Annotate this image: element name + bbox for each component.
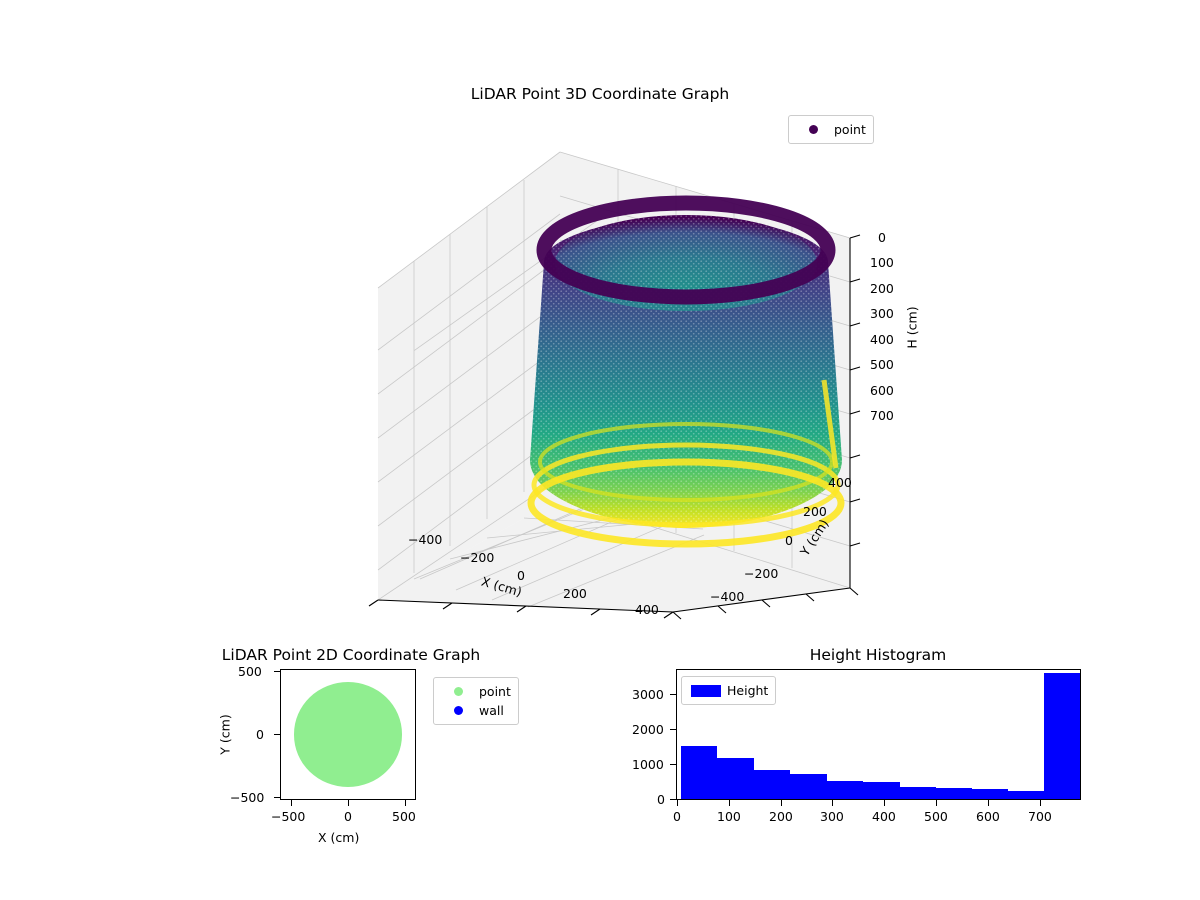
- histogram-ytickmark-3: [670, 694, 676, 695]
- histogram-bar: [681, 745, 718, 799]
- plot-2d-yaxis-label: Y (cm): [217, 714, 233, 755]
- plot-3d-ytick-2: 0: [785, 533, 793, 548]
- histogram-xtickmark-4: [884, 800, 885, 806]
- point-cloud-3d: [527, 195, 845, 548]
- histogram-ytickmark-1: [670, 764, 676, 765]
- histogram-bar: [1044, 672, 1080, 799]
- plot-2d-axes[interactable]: [280, 669, 416, 800]
- tickmarks-3d: [368, 234, 861, 620]
- plot-2d-ytickmark-1: [274, 734, 280, 735]
- circle-icon: [441, 687, 475, 696]
- histogram-xtickmark-1: [729, 800, 730, 806]
- legend-item-point[interactable]: point: [441, 682, 511, 701]
- legend-label: point: [834, 122, 866, 137]
- histogram-xtick-5: 500: [924, 809, 948, 824]
- plot-3d-ytick-1: −200: [744, 566, 779, 581]
- plot-2d-ytick-0: 500: [238, 664, 262, 679]
- plot-2d-ytickmark-2: [274, 797, 280, 798]
- legend-label: Height: [727, 683, 769, 698]
- plot-2d-xtickmark-0: [291, 800, 292, 806]
- plot-2d-xtickmark-2: [405, 800, 406, 806]
- legend-label: wall: [479, 703, 504, 718]
- plot-3d-xtick-0: −400: [408, 532, 443, 547]
- histogram-ytick-0: 0: [657, 792, 665, 807]
- plot-2d-ytick-2: −500: [230, 790, 265, 805]
- histogram-xtick-0: 0: [673, 809, 681, 824]
- histogram-xtickmark-2: [781, 800, 782, 806]
- histogram-legend[interactable]: Height: [681, 676, 777, 705]
- histogram-xtick-3: 300: [820, 809, 844, 824]
- histogram-xtick-1: 100: [717, 809, 741, 824]
- plot-3d-ytick-0: −400: [710, 589, 745, 604]
- histogram-xtick-6: 600: [976, 809, 1000, 824]
- histogram-bar: [1008, 790, 1045, 799]
- histogram-ytick-2: 2000: [632, 722, 664, 737]
- plot-3d-ztick-7: 700: [870, 408, 894, 423]
- histogram-ytick-3: 3000: [632, 687, 664, 702]
- plot-3d-zaxis-label: H (cm): [904, 306, 920, 349]
- circle-icon: [796, 125, 830, 134]
- histogram-bar: [754, 770, 791, 799]
- plot-3d-ztick-6: 600: [870, 383, 894, 398]
- bar-swatch-icon: [689, 684, 723, 697]
- histogram-bar: [717, 758, 755, 799]
- plot-2d-title: LiDAR Point 2D Coordinate Graph: [221, 646, 481, 664]
- plot-3d-ztick-0: 0: [878, 230, 886, 245]
- histogram-bar: [899, 786, 936, 799]
- plot-3d-ytick-4: 400: [828, 475, 852, 490]
- plot-3d-title: LiDAR Point 3D Coordinate Graph: [470, 85, 730, 103]
- plot-3d-ztick-2: 200: [870, 281, 894, 296]
- histogram-bar: [862, 782, 900, 799]
- histogram-axes[interactable]: [676, 669, 1081, 800]
- plot-3d-legend[interactable]: point: [788, 115, 874, 144]
- grid-left: [377, 151, 597, 601]
- histogram-bar: [790, 773, 827, 799]
- histogram-xtick-2: 200: [769, 809, 793, 824]
- pane-floor: [378, 498, 850, 612]
- plot-3d-ztick-1: 100: [870, 255, 894, 270]
- legend-item-height[interactable]: Height: [689, 681, 768, 700]
- plot-3d-axes: [330, 130, 930, 630]
- plot-2d-legend[interactable]: point wall: [433, 677, 519, 725]
- plot-2d-xaxis-label: X (cm): [318, 830, 360, 845]
- histogram-xtickmark-0: [677, 800, 678, 806]
- histogram-xtickmark-3: [832, 800, 833, 806]
- plot-2d-xtick-0: −500: [271, 809, 306, 824]
- plot-2d-xtick-2: 500: [392, 809, 416, 824]
- plot-3d-xtick-3: 200: [563, 586, 587, 601]
- plot-3d-ztick-4: 400: [870, 332, 894, 347]
- pane-left: [378, 152, 560, 600]
- plot-3d-xtick-1: −200: [460, 550, 495, 565]
- plot-3d-xtick-2: 0: [517, 568, 525, 583]
- histogram-xtickmark-6: [988, 800, 989, 806]
- plot-3d-ztick-3: 300: [870, 306, 894, 321]
- histogram-ytick-1: 1000: [632, 757, 664, 772]
- histogram-xtickmark-7: [1040, 800, 1041, 806]
- circle-icon: [441, 706, 475, 715]
- histogram-bar: [972, 788, 1009, 799]
- legend-label: point: [479, 684, 511, 699]
- plot-2d-ytickmark-0: [274, 671, 280, 672]
- scatter-point-cloud-2d: [293, 682, 403, 787]
- histogram-bar: [826, 780, 863, 799]
- histogram-xtick-7: 700: [1028, 809, 1052, 824]
- plot-2d-xtick-1: 0: [344, 809, 352, 824]
- histogram-xtick-4: 400: [872, 809, 896, 824]
- plot-3d-canvas: [368, 151, 861, 620]
- plot-2d-ytick-1: 0: [256, 727, 264, 742]
- histogram-ytickmark-0: [670, 799, 676, 800]
- plot-2d-xtickmark-1: [348, 800, 349, 806]
- legend-item-wall[interactable]: wall: [441, 701, 511, 720]
- plot-3d-ytick-3: 200: [803, 504, 827, 519]
- histogram-bar: [935, 787, 973, 799]
- histogram-title: Height Histogram: [809, 646, 947, 664]
- legend-item-point[interactable]: point: [796, 120, 866, 139]
- plot-3d-xtick-4: 400: [635, 602, 659, 617]
- histogram-xtickmark-5: [936, 800, 937, 806]
- histogram-ytickmark-2: [670, 729, 676, 730]
- plot-3d-ztick-5: 500: [870, 357, 894, 372]
